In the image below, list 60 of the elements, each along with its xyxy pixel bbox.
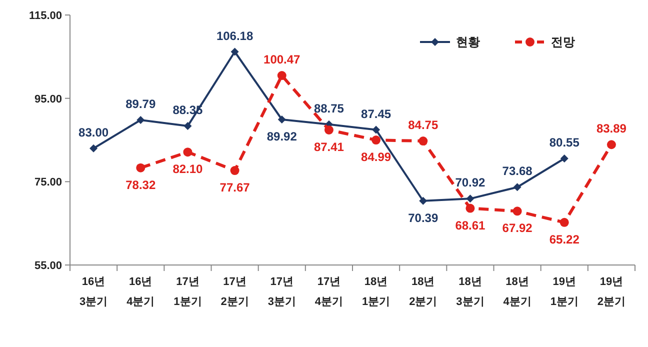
data-label: 82.10 [172,162,204,176]
point [560,154,568,163]
point [324,125,334,134]
data-label: 83.89 [596,122,627,136]
point [230,48,239,56]
data-label: 70.39 [408,210,438,225]
point [560,218,569,227]
data-label: 106.18 [216,28,254,43]
legend-label: 전망 [551,35,575,49]
data-label: 65.22 [549,232,580,246]
point [466,204,475,213]
x-tick-label: 18년 4분기 [503,276,532,308]
point [606,140,616,150]
point [418,136,428,146]
data-label: 67.92 [502,221,533,236]
data-label: 83.00 [78,125,109,140]
point [183,148,192,157]
x-tick-label: 18년 2분기 [409,276,438,308]
data-label: 80.55 [549,136,580,150]
point [90,144,98,152]
x-tick-label: 16년 3분기 [79,276,108,308]
x-tick-label: 16년 4분기 [126,276,155,308]
y-tick-label: 55.00 [34,260,62,272]
data-label: 73.68 [502,164,533,178]
x-tick-label: 17년 3분기 [268,276,296,308]
x-tick-label: 18년 1분기 [362,276,390,308]
point [419,196,428,205]
x-tick-label: 19년 2분기 [597,276,626,308]
point [466,194,474,203]
point [372,136,381,145]
data-label: 70.92 [455,176,486,190]
data-label: 89.92 [266,130,298,144]
x-tick-label: 17년 4분기 [314,276,344,308]
x-tick-label: 19년 1분기 [550,276,578,308]
point [372,126,380,134]
y-tick-label: 75.00 [34,176,62,189]
point [512,206,522,216]
point [278,116,286,124]
data-label: 68.61 [455,218,486,232]
point [136,163,146,172]
data-label: 87.41 [314,140,344,154]
data-label: 88.75 [314,101,344,116]
data-label: 89.79 [126,97,156,112]
point [277,71,286,80]
point [513,183,522,192]
y-tick-label: 95.00 [34,93,62,106]
data-label: 84.75 [408,118,438,132]
data-label: 77.67 [220,180,250,195]
x-tick-label: 18년 3분기 [456,276,484,308]
data-label: 100.47 [264,52,301,67]
y-tick-label: 115.00 [28,10,62,22]
data-label: 87.45 [361,106,392,121]
data-label: 84.99 [361,150,392,164]
point [184,122,192,130]
x-tick-label: 17년 2분기 [220,276,249,308]
point [230,166,240,176]
point [136,116,145,124]
legend-label: 현황 [456,35,480,49]
data-label: 78.32 [126,178,156,192]
x-tick-label: 17년 1분기 [174,276,202,308]
